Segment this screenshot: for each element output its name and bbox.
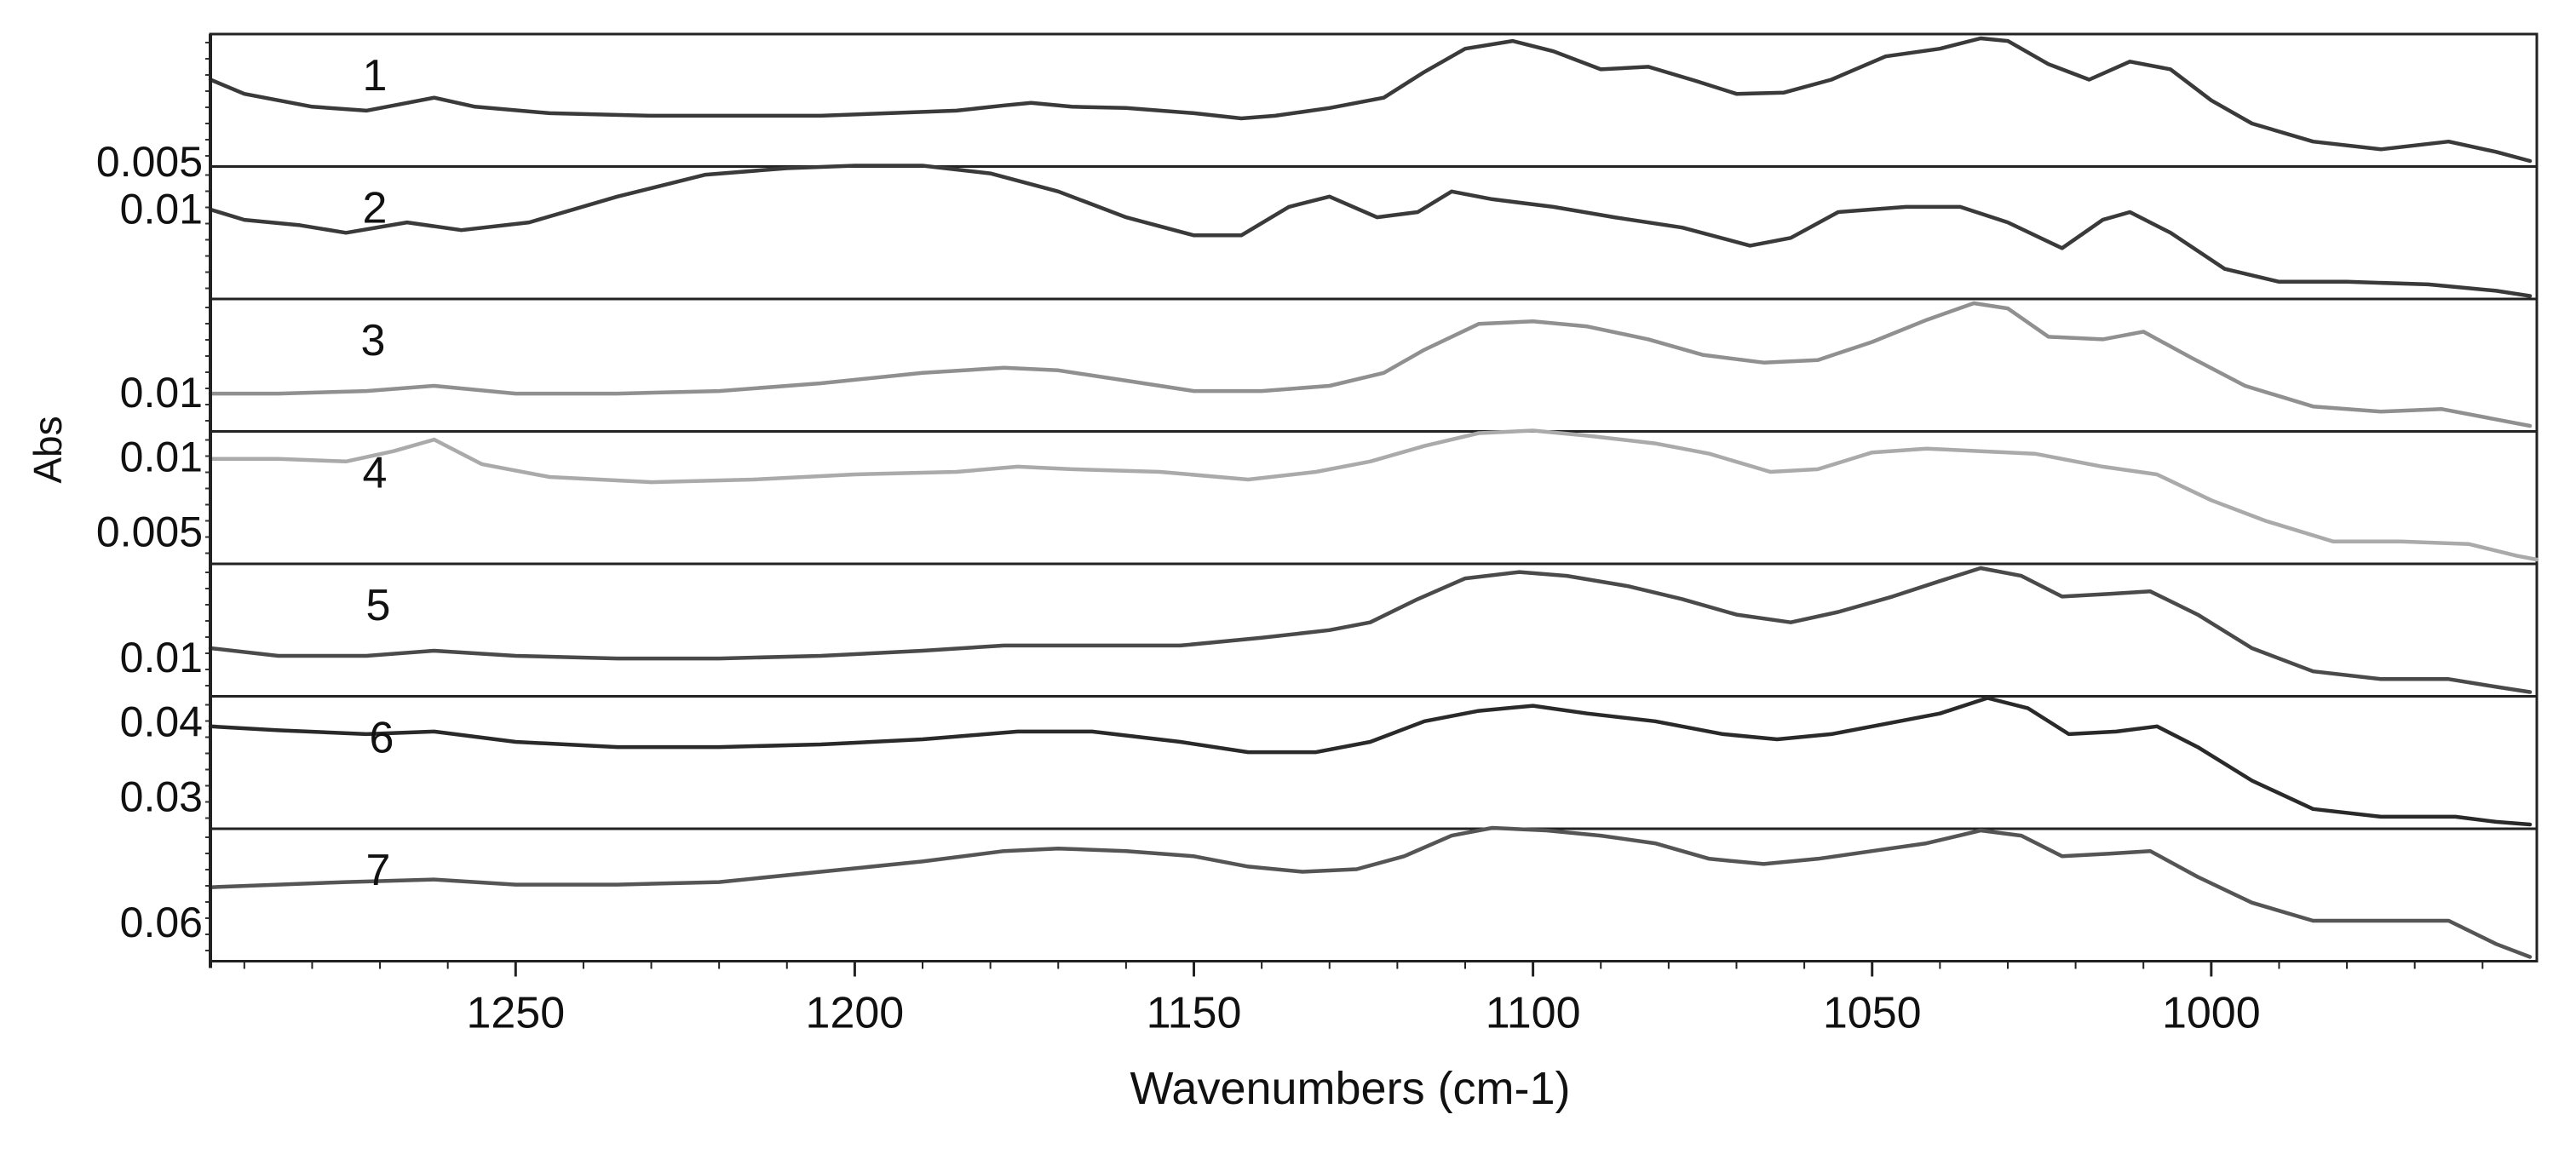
panel-frame-2	[209, 165, 2539, 301]
panels: 1 2 3 4 5 6 7	[208, 32, 2539, 962]
x-tick-label-1050: 1050	[1823, 989, 1922, 1038]
panel-7: 7	[208, 825, 2539, 962]
spectrum-line-7	[208, 825, 2533, 959]
panel-3: 3	[208, 297, 2539, 433]
y-tick-label-6-2: 0.03	[120, 773, 203, 821]
spectrum-line-2	[208, 164, 2533, 298]
spectrum-line-5	[208, 566, 2533, 694]
y-tick-label-1-1: 0.005	[96, 138, 203, 186]
spectrum-line-4	[208, 428, 2539, 562]
panel-label-1: 1	[363, 51, 388, 101]
panel-1: 1	[208, 32, 2539, 168]
x-axis-label: Wavenumbers (cm-1)	[1130, 1063, 1570, 1114]
y-tick-label-4-1: 0.01	[120, 434, 203, 481]
spectrum-line-3	[208, 301, 2533, 428]
y-axis-label: Abs	[26, 416, 70, 483]
y-tick-label-3-1: 0.01	[120, 369, 203, 417]
x-tick-label-1100: 1100	[1486, 989, 1581, 1038]
y-tick-label-7-1: 0.06	[120, 899, 203, 946]
panel-5: 5	[208, 562, 2539, 698]
x-tick-label-1250: 1250	[466, 989, 565, 1038]
y-tick-label-2-1: 0.01	[120, 186, 203, 233]
panel-label-3: 3	[361, 316, 386, 365]
panel-4: 4	[208, 428, 2539, 566]
panel-2: 2	[208, 164, 2539, 301]
y-tick-label-6-1: 0.04	[120, 698, 203, 746]
panel-frame-5	[209, 562, 2539, 698]
x-axis: 1250 1200 1150 1100 1050 1000	[210, 960, 2537, 1038]
x-tick-label-1000: 1000	[2162, 989, 2261, 1038]
panel-frame-4	[209, 430, 2539, 566]
panel-label-6: 6	[370, 714, 394, 763]
panel-frame-6	[209, 695, 2539, 830]
x-tick-label-1200: 1200	[806, 989, 905, 1038]
x-tick-label-1150: 1150	[1147, 989, 1242, 1038]
panel-label-7: 7	[366, 846, 391, 895]
panel-frame-3	[209, 297, 2539, 433]
spectrum-line-1	[208, 36, 2533, 164]
panel-label-2: 2	[363, 184, 388, 233]
panel-6: 6	[208, 695, 2539, 830]
panel-frame-7	[209, 827, 2539, 962]
y-tick-label-5-1: 0.01	[120, 634, 203, 681]
y-tick-label-4-2: 0.005	[96, 508, 203, 556]
panel-label-4: 4	[363, 449, 388, 498]
spectrum-line-6	[208, 696, 2533, 827]
panel-label-5: 5	[366, 581, 391, 630]
